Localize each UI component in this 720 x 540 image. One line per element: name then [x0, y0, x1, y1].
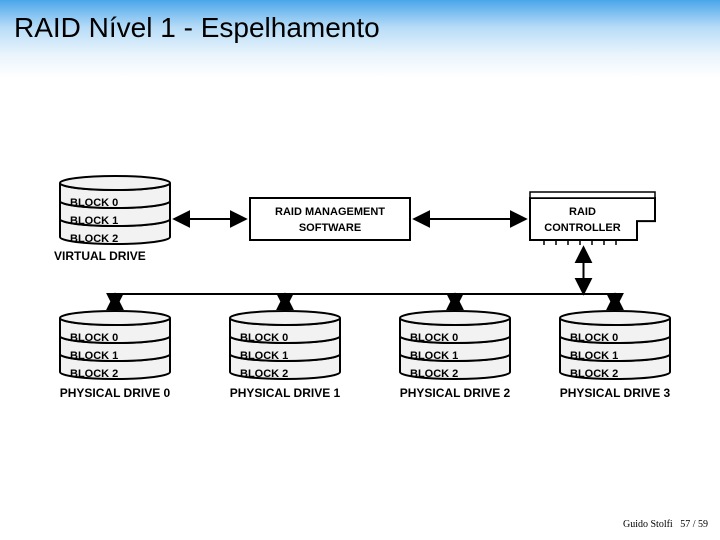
svg-text:BLOCK 0: BLOCK 0	[570, 332, 618, 344]
svg-text:PHYSICAL DRIVE 1: PHYSICAL DRIVE 1	[230, 386, 341, 400]
footer-page: 57 / 59	[680, 519, 708, 530]
svg-text:SOFTWARE: SOFTWARE	[299, 222, 361, 234]
svg-text:BLOCK 1: BLOCK 1	[70, 215, 118, 227]
svg-text:BLOCK 1: BLOCK 1	[410, 350, 458, 362]
svg-text:PHYSICAL DRIVE 0: PHYSICAL DRIVE 0	[60, 386, 171, 400]
slide-title: RAID Nível 1 - Espelhamento	[14, 12, 706, 44]
svg-text:RAID MANAGEMENT: RAID MANAGEMENT	[275, 206, 385, 218]
svg-text:BLOCK 0: BLOCK 0	[70, 332, 118, 344]
svg-text:VIRTUAL DRIVE: VIRTUAL DRIVE	[54, 249, 146, 263]
footer: Guido Stolfi 57 / 59	[623, 519, 708, 530]
svg-text:BLOCK 0: BLOCK 0	[240, 332, 288, 344]
svg-text:BLOCK 2: BLOCK 2	[70, 368, 118, 380]
svg-text:PHYSICAL DRIVE 2: PHYSICAL DRIVE 2	[400, 386, 511, 400]
footer-author: Guido Stolfi	[623, 519, 673, 530]
raid-diagram: BLOCK 2 BLOCK 1 BLOCK 0 VIRTUAL DRIVE RAID M…	[40, 168, 680, 468]
svg-text:PHYSICAL DRIVE 3: PHYSICAL DRIVE 3	[560, 386, 671, 400]
svg-text:BLOCK 1: BLOCK 1	[570, 350, 618, 362]
svg-text:BLOCK 2: BLOCK 2	[70, 233, 118, 245]
svg-text:BLOCK 2: BLOCK 2	[410, 368, 458, 380]
title-band: RAID Nível 1 - Espelhamento	[0, 0, 720, 78]
svg-text:BLOCK 0: BLOCK 0	[410, 332, 458, 344]
svg-text:RAID: RAID	[569, 206, 596, 218]
svg-text:BLOCK 0: BLOCK 0	[70, 197, 118, 209]
svg-text:BLOCK 2: BLOCK 2	[570, 368, 618, 380]
svg-text:BLOCK 1: BLOCK 1	[70, 350, 118, 362]
svg-text:BLOCK 2: BLOCK 2	[240, 368, 288, 380]
svg-text:BLOCK 1: BLOCK 1	[240, 350, 288, 362]
slide: RAID Nível 1 - Espelhamento BLOCK 2BLOCK…	[0, 0, 720, 540]
svg-text:CONTROLLER: CONTROLLER	[544, 222, 620, 234]
